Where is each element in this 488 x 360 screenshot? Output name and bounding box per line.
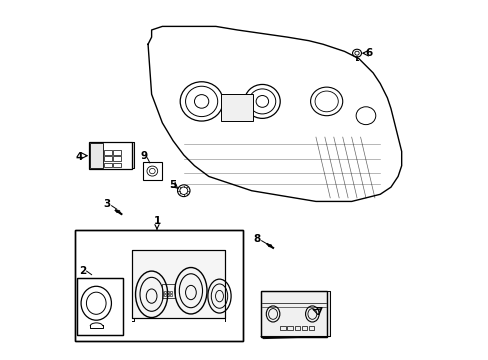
Bar xyxy=(104,163,112,167)
Bar xyxy=(294,326,299,330)
Bar xyxy=(142,162,162,180)
Bar xyxy=(301,326,306,330)
Bar xyxy=(221,94,253,121)
Bar xyxy=(75,230,242,341)
Bar xyxy=(77,278,123,336)
Bar xyxy=(132,249,224,318)
Bar xyxy=(164,292,166,293)
Bar xyxy=(113,163,121,167)
Bar xyxy=(287,326,292,330)
Bar xyxy=(280,326,285,330)
Bar xyxy=(260,291,326,337)
Bar xyxy=(104,157,112,161)
Bar xyxy=(90,143,102,168)
Bar xyxy=(132,249,224,318)
Text: 3: 3 xyxy=(103,199,110,209)
Bar xyxy=(75,230,242,341)
Bar xyxy=(166,292,169,293)
Bar xyxy=(162,284,175,298)
Bar xyxy=(166,294,169,296)
Bar xyxy=(169,292,172,293)
Bar xyxy=(308,326,313,330)
Text: 9: 9 xyxy=(140,151,147,161)
Bar xyxy=(89,143,132,169)
Bar xyxy=(104,150,112,155)
Text: 8: 8 xyxy=(253,234,260,244)
Text: 5: 5 xyxy=(168,180,176,190)
Text: 1: 1 xyxy=(153,216,160,229)
Polygon shape xyxy=(261,337,329,339)
Bar xyxy=(113,157,121,161)
Polygon shape xyxy=(132,143,134,168)
Text: 6: 6 xyxy=(365,48,372,58)
Text: 2: 2 xyxy=(79,266,86,276)
Bar xyxy=(164,294,166,296)
Polygon shape xyxy=(326,292,329,337)
Bar xyxy=(77,278,123,336)
Bar xyxy=(260,291,326,337)
Bar xyxy=(169,294,172,296)
Text: 7: 7 xyxy=(314,307,322,317)
Bar xyxy=(113,150,121,155)
Text: 4: 4 xyxy=(76,152,83,162)
